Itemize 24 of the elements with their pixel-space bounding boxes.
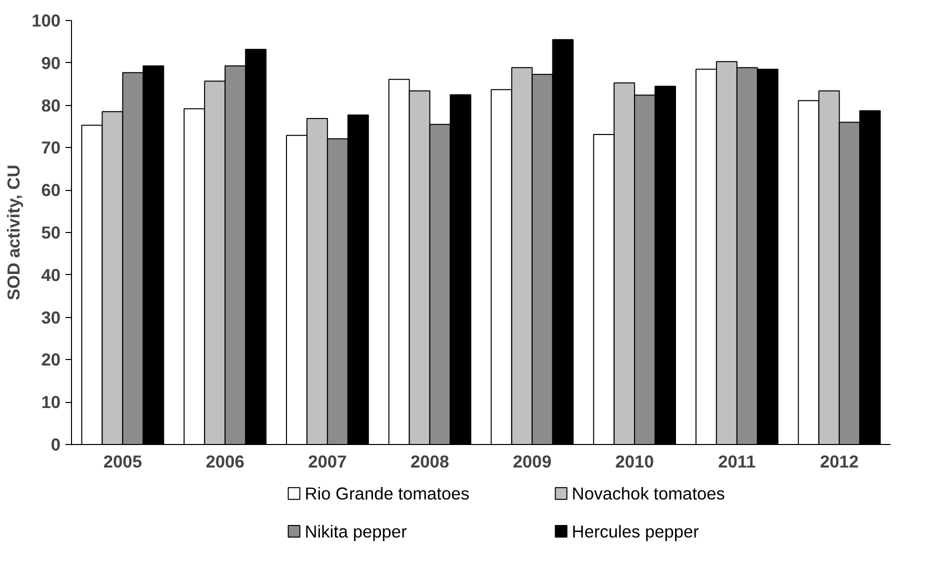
x-tick-label: 2012: [820, 452, 859, 472]
legend-label: Novachok tomatoes: [572, 484, 726, 504]
y-tick-label: 10: [41, 392, 61, 412]
x-tick-label: 2005: [103, 452, 142, 472]
legend-label: Rio Grande tomatoes: [304, 484, 470, 504]
x-tick-label: 2009: [512, 452, 552, 472]
y-tick-label: 70: [41, 138, 61, 158]
y-tick-label: 30: [41, 307, 61, 328]
y-tick-label: 40: [41, 264, 61, 285]
x-tick-label: 2011: [718, 452, 756, 472]
x-tick-label: 2007: [308, 452, 347, 472]
x-tick-label: 2010: [615, 452, 654, 472]
legend-label: Hercules pepper: [572, 521, 700, 542]
legend-label: Nikita pepper: [304, 521, 408, 542]
y-tick-label: 60: [41, 180, 61, 200]
y-axis-title: SOD activity, CU: [4, 164, 24, 300]
y-tick-label: 100: [32, 10, 61, 30]
x-tick-label: 2008: [410, 452, 450, 472]
y-tick-label: 0: [50, 434, 61, 454]
y-tick-label: 90: [41, 52, 61, 73]
y-tick-label: 50: [41, 222, 61, 242]
x-tick-label: 2006: [206, 452, 245, 472]
y-tick-label: 80: [41, 95, 61, 116]
y-tick-label: 20: [41, 350, 61, 370]
